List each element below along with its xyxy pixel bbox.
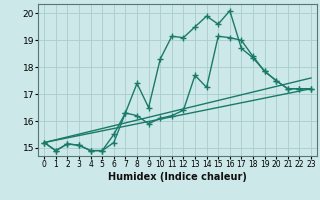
X-axis label: Humidex (Indice chaleur): Humidex (Indice chaleur) [108,172,247,182]
